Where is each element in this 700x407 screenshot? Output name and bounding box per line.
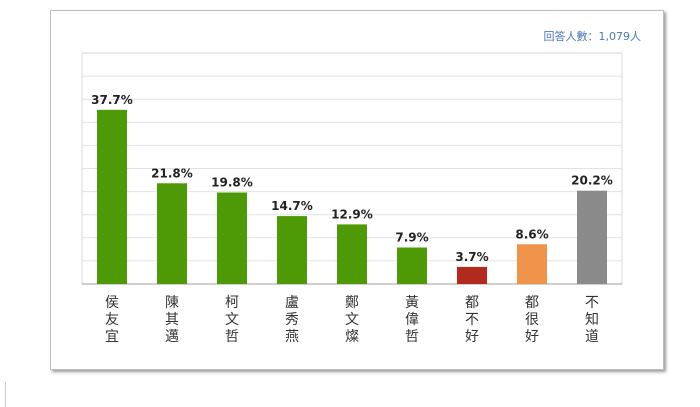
- category-label: 都: [525, 295, 539, 311]
- category-label: 偉: [405, 312, 419, 328]
- bar: [217, 192, 247, 284]
- data-label: 19.8%: [211, 176, 253, 190]
- category-label: 陳: [165, 295, 179, 311]
- category-label: 燦: [345, 329, 359, 345]
- bar-chart: 37.7%侯友宜21.8%陳其邁19.8%柯文哲14.7%盧秀燕12.9%鄭文燦…: [81, 52, 623, 345]
- chart-frame: 回答人數：1,079人 37.7% 侯友宜 21.8% 陳其邁 19.8% 柯文哲 14.7…: [50, 10, 664, 370]
- category-label: 柯: [225, 295, 239, 311]
- category-label: 都: [465, 295, 479, 311]
- data-label: 3.7%: [455, 250, 488, 264]
- category-label: 燕: [285, 329, 299, 345]
- category-label: 知: [585, 311, 599, 328]
- bar: [397, 247, 427, 284]
- category-label: 文: [345, 312, 359, 328]
- bar: [97, 109, 127, 285]
- category-label: 很: [525, 312, 539, 328]
- category-label: 哲: [405, 329, 419, 345]
- data-label: 21.8%: [151, 166, 193, 180]
- category-label: 秀: [285, 312, 299, 328]
- category-label: 好: [465, 329, 479, 345]
- category-label: 道: [585, 329, 599, 345]
- category-label: 邁: [165, 329, 179, 345]
- category-label: 不: [465, 312, 479, 328]
- category-label: 文: [225, 312, 239, 328]
- data-label: 20.2%: [571, 174, 613, 188]
- bar: [277, 216, 307, 284]
- respondents-count: 回答人數：1,079人: [543, 30, 642, 43]
- category-label: 鄭: [345, 295, 359, 311]
- category-label: 盧: [285, 295, 299, 311]
- data-label: 8.6%: [515, 227, 548, 241]
- category-label: 好: [525, 329, 539, 345]
- bar: [157, 183, 187, 284]
- data-label: 14.7%: [271, 199, 313, 213]
- bar: [457, 266, 487, 284]
- data-label: 37.7%: [91, 93, 133, 107]
- data-label: 7.9%: [395, 231, 428, 245]
- category-label: 哲: [225, 329, 239, 345]
- bar: [337, 224, 367, 284]
- data-label: 12.9%: [331, 207, 373, 221]
- bar: [577, 190, 607, 284]
- category-label: 友: [105, 312, 119, 328]
- bar: [517, 244, 547, 284]
- category-label: 宜: [105, 329, 119, 345]
- category-label: 黃: [405, 295, 419, 311]
- category-label: 不: [585, 295, 599, 311]
- category-label: 其: [165, 312, 179, 328]
- category-label: 侯: [105, 295, 119, 311]
- divider: [5, 382, 6, 407]
